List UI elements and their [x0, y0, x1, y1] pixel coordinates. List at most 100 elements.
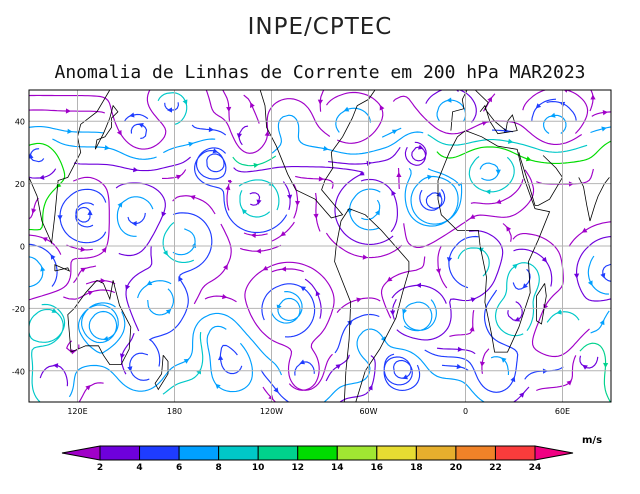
streamline-arrow [566, 380, 572, 386]
streamline [77, 302, 126, 354]
streamline-arrow [85, 385, 91, 391]
streamline [383, 353, 421, 391]
streamline [522, 90, 589, 134]
streamline [127, 212, 146, 225]
lat-tick-label: -40 [12, 367, 25, 376]
streamline [66, 244, 93, 251]
colorbar-label: 12 [291, 463, 304, 473]
streamline [204, 295, 237, 303]
streamline-arrow [161, 211, 167, 218]
streamline [29, 90, 167, 150]
streamline-arrow [446, 97, 452, 103]
streamline [59, 188, 107, 244]
streamline-arrow [104, 145, 110, 151]
streamline-arrow [510, 376, 516, 383]
streamline-arrow [295, 200, 301, 206]
streamline-arrow [456, 363, 462, 370]
streamline-arrow [415, 282, 421, 288]
streamline-arrow [582, 364, 588, 370]
streamline-arrow [268, 394, 274, 401]
streamline-arrow [300, 286, 306, 292]
streamline [147, 288, 174, 316]
streamline-arrow [525, 156, 532, 162]
streamline-arrow [218, 355, 224, 361]
streamline [73, 156, 191, 172]
streamline [404, 141, 427, 166]
asia-coast [29, 90, 111, 245]
streamline [397, 167, 400, 190]
streamline-arrow [299, 359, 305, 365]
streamline-arrow [250, 102, 255, 108]
streamline-arrow [133, 167, 139, 173]
streamline [85, 280, 116, 285]
streamline [226, 179, 233, 211]
south-america-coast [334, 208, 410, 402]
streamline-arrow [250, 232, 256, 238]
streamline [546, 101, 577, 121]
streamline-arrow [273, 387, 279, 393]
colorbar-label: 20 [450, 463, 463, 473]
streamline [157, 92, 188, 125]
colorbar-label: 22 [489, 463, 502, 473]
streamline-arrow [574, 273, 580, 279]
streamline-arrow [146, 280, 153, 286]
streamline-arrow [587, 280, 593, 286]
streamline-arrow [481, 120, 488, 126]
madagascar-coast [536, 283, 547, 325]
streamline-arrow [176, 174, 182, 180]
streamline-arrow [51, 308, 58, 313]
streamline [576, 236, 611, 302]
streamline [449, 309, 475, 337]
streamline [402, 299, 437, 332]
streamline [396, 230, 504, 341]
streamline-arrow [436, 191, 442, 198]
streamline-arrow [138, 123, 144, 128]
streamline [29, 303, 66, 402]
streamline-arrow [163, 250, 168, 256]
streamline-arrow [183, 358, 190, 364]
lon-tick-label: 180 [167, 407, 182, 416]
indonesia-coast [54, 264, 71, 272]
streamline [470, 179, 524, 205]
streamline [590, 126, 611, 134]
colorbar-segment [376, 445, 417, 461]
colorbar-label: 14 [331, 463, 344, 473]
streamline-arrow [315, 290, 321, 297]
streamline-arrow [541, 256, 547, 263]
streamline [172, 228, 196, 256]
streamline-arrow [255, 248, 262, 254]
streamline-arrow [386, 276, 393, 282]
streamline-arrow [262, 265, 269, 271]
streamline [115, 182, 166, 257]
lon-tick-label: 120W [260, 407, 283, 416]
colorbar-segment [415, 445, 457, 461]
streamline-arrow [535, 103, 542, 109]
streamline [206, 325, 253, 393]
streamline [490, 356, 510, 376]
streamline-arrow [507, 138, 514, 144]
streamline-arrow [418, 144, 424, 150]
australia-coast [67, 279, 132, 365]
streamline-arrow [457, 346, 463, 352]
streamline-arrow [42, 237, 48, 242]
streamline-arrow [512, 263, 518, 269]
map-frame [28, 89, 612, 403]
streamline [579, 342, 611, 402]
streamline-arrow [236, 133, 242, 139]
streamline-arrow [65, 108, 71, 114]
streamline-arrow [165, 309, 172, 315]
streamline [436, 99, 467, 122]
streamline [222, 90, 231, 123]
streamline [191, 124, 227, 136]
streamline-arrow [215, 383, 221, 389]
streamline [568, 221, 611, 247]
streamline-arrow [57, 215, 63, 221]
streamline [39, 364, 69, 387]
colorbar-max-arrow [534, 445, 574, 461]
streamline [513, 248, 553, 287]
streamline-arrow [435, 268, 441, 274]
streamline [137, 280, 172, 299]
streamline [427, 134, 588, 153]
